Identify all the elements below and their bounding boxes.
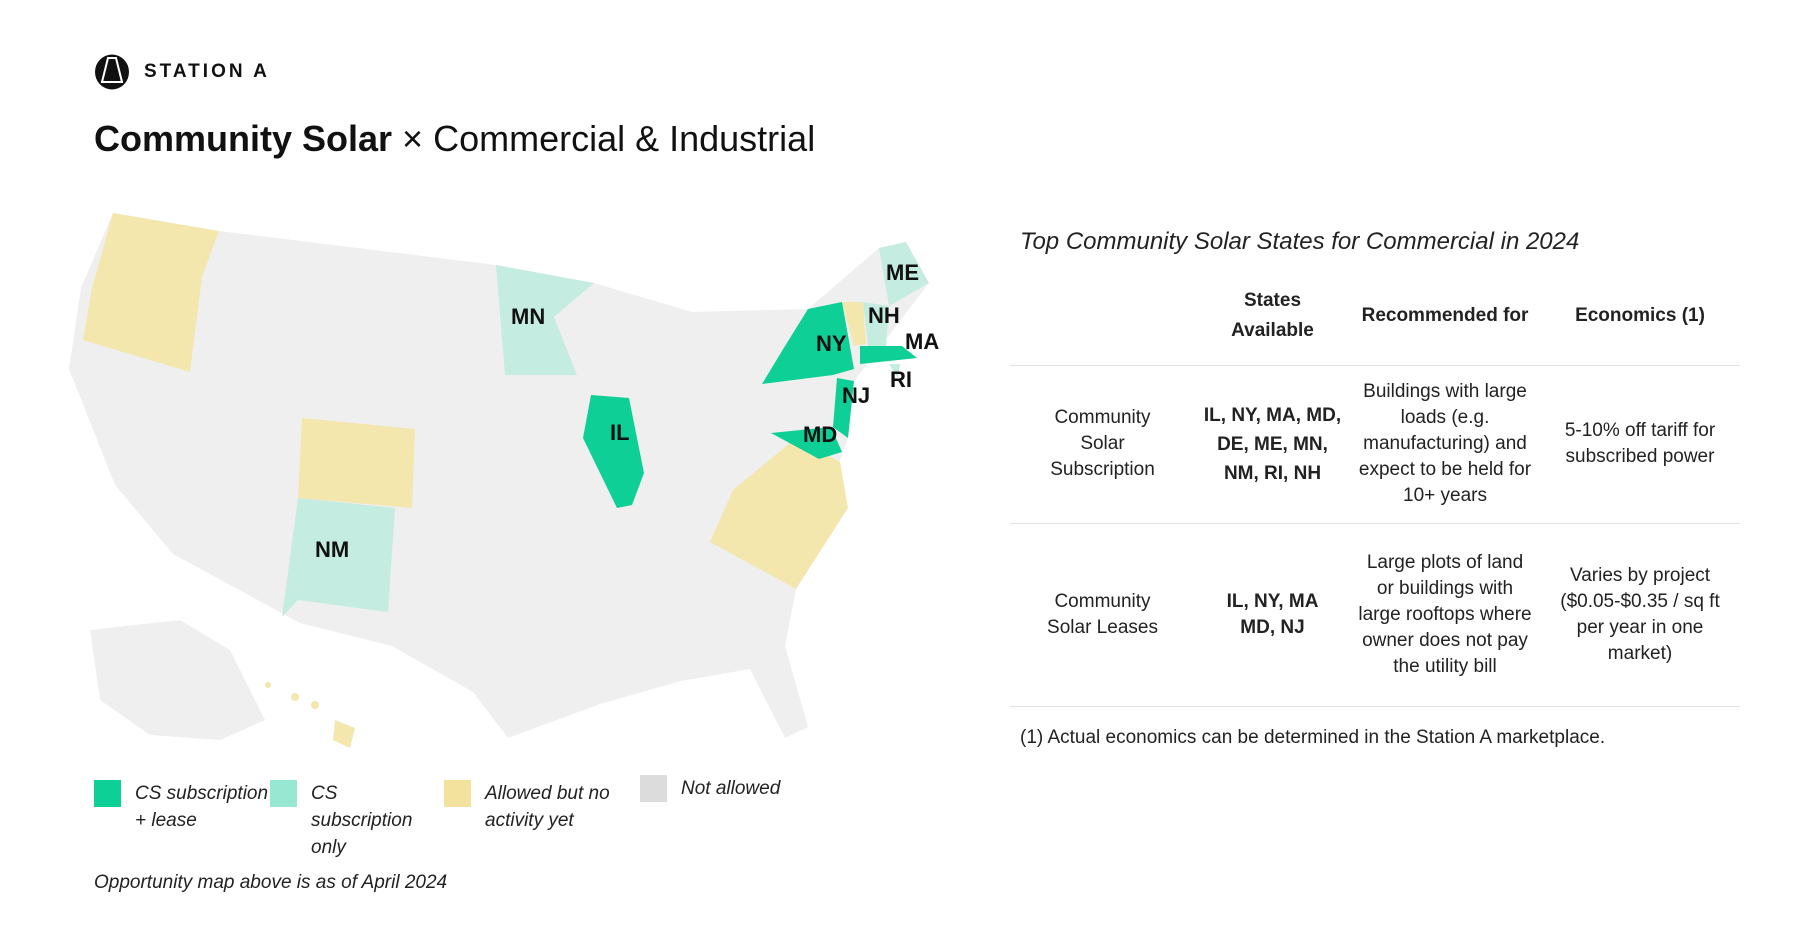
legend-swatch <box>640 775 667 802</box>
state-nj <box>833 378 854 438</box>
label-md: MD <box>803 422 837 447</box>
legend-label: Not allowed <box>681 778 781 799</box>
row-economics: Varies by project ($0.05-$0.35 / sq ft p… <box>1540 522 1740 707</box>
alaska <box>90 620 265 740</box>
state-mn <box>496 265 594 375</box>
legend-swatch <box>94 780 121 807</box>
state-wa-or <box>83 213 219 372</box>
hawaii <box>265 682 355 748</box>
label-mn: MN <box>511 304 545 329</box>
row-states: IL, NY, MA, MD, DE, ME, MN, NM, RI, NH <box>1195 364 1350 523</box>
legend-item-allowed: Allowed but no activity yet <box>444 780 640 861</box>
label-il: IL <box>610 420 630 445</box>
row-recommended: Buildings with large loads (e.g. manufac… <box>1350 364 1540 523</box>
row-type: Community Solar Leases <box>1010 522 1195 707</box>
label-nh: NH <box>868 303 900 328</box>
legend-swatch <box>444 780 471 807</box>
title-rest: × Commercial & Industrial <box>392 118 816 159</box>
row-states: IL, NY, MA MD, NJ <box>1195 522 1350 707</box>
legend-label: CS subscription + lease <box>135 783 269 831</box>
table-header-row: States Available Recommended for Economi… <box>1010 282 1740 365</box>
header-economics: Economics (1) <box>1575 305 1705 327</box>
station-a-logo-icon <box>95 54 129 90</box>
states-table: States Available Recommended for Economi… <box>1010 282 1740 707</box>
us-map: ME NH MA NY RI NJ MD IL MN NM <box>69 213 939 748</box>
header-blank <box>1010 282 1195 365</box>
legend-item-sub-lease: CS subscription + lease <box>94 780 270 861</box>
table-row: Community Solar Subscription IL, NY, MA,… <box>1010 364 1740 523</box>
state-vt <box>842 302 866 346</box>
legend-item-sub-only: CS subscription only <box>270 780 444 861</box>
label-ny: NY <box>816 331 847 356</box>
title-bold: Community Solar <box>94 118 393 159</box>
state-co <box>298 418 415 508</box>
label-nm: NM <box>315 537 349 562</box>
table-footnote: (1) Actual economics can be determined i… <box>1020 727 1606 748</box>
page-title: Community Solar × Commercial & Industria… <box>94 118 815 160</box>
state-me <box>879 242 929 306</box>
row-type: Community Solar Subscription <box>1010 364 1195 523</box>
legend-label: CS subscription only <box>311 783 413 858</box>
label-nj: NJ <box>842 383 870 408</box>
legend-label: Allowed but no activity yet <box>485 783 610 831</box>
map-note: Opportunity map above is as of April 202… <box>94 872 448 893</box>
label-ri: RI <box>890 367 912 392</box>
legend-swatch <box>270 780 297 807</box>
state-ri <box>889 364 900 378</box>
label-ma: MA <box>905 329 939 354</box>
brand-logo: STATION A <box>94 54 270 90</box>
state-md <box>771 427 842 459</box>
table-title: Top Community Solar States for Commercia… <box>1020 228 1580 255</box>
label-me: ME <box>886 260 919 285</box>
row-economics: 5-10% off tariff for subscribed power <box>1540 364 1740 523</box>
state-ma <box>860 346 917 364</box>
legend-item-not-allowed: Not allowed <box>640 775 820 861</box>
brand-name: STATION A <box>144 61 270 82</box>
state-ny <box>762 302 854 384</box>
state-nm <box>282 498 395 617</box>
state-il <box>583 395 644 508</box>
header-recommended: Recommended for <box>1361 305 1529 327</box>
header-states: States Available <box>1231 290 1314 342</box>
state-va-nc <box>710 438 848 589</box>
map-legend: CS subscription + lease CS subscription … <box>94 775 820 861</box>
row-recommended: Large plots of land or buildings with la… <box>1350 522 1540 707</box>
table-row: Community Solar Leases IL, NY, MA MD, NJ… <box>1010 522 1740 707</box>
state-nh <box>863 302 889 346</box>
